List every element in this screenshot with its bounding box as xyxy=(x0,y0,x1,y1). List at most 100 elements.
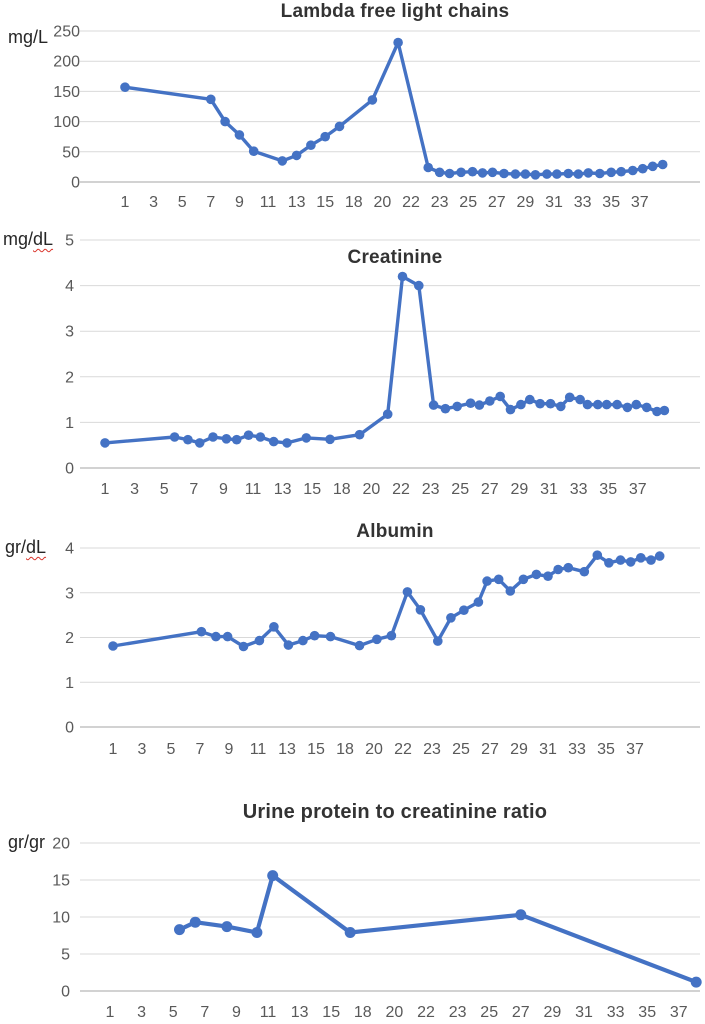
data-point xyxy=(428,400,439,410)
x-tick-label: 27 xyxy=(481,481,499,498)
data-point xyxy=(582,399,593,410)
data-point xyxy=(615,555,626,565)
y-tick-label: 2 xyxy=(65,630,74,647)
data-point xyxy=(344,927,356,938)
y-axis-unit-mg-per-l: mg/L xyxy=(8,27,48,48)
x-tick-label: 20 xyxy=(363,481,381,498)
data-point xyxy=(543,571,553,581)
x-tick-label: 31 xyxy=(540,481,558,498)
data-point xyxy=(592,550,603,560)
x-tick-label: 29 xyxy=(517,194,535,211)
data-point xyxy=(402,587,413,597)
y-axis-unit-gr-per-dl: gr/dL xyxy=(5,537,46,558)
x-tick-label: 27 xyxy=(481,741,499,758)
data-point xyxy=(446,613,456,623)
x-tick-label: 9 xyxy=(232,1004,241,1021)
y-tick-label: 1 xyxy=(65,415,74,432)
data-point xyxy=(579,566,590,577)
data-point xyxy=(423,162,434,173)
data-point xyxy=(647,161,658,172)
data-point xyxy=(277,156,288,166)
data-point xyxy=(459,605,469,615)
data-point xyxy=(433,636,443,646)
data-point xyxy=(515,909,527,921)
unit-squiggle-text: dL xyxy=(26,537,47,557)
data-point xyxy=(440,403,451,414)
data-point xyxy=(334,121,345,132)
data-point xyxy=(444,168,455,179)
data-point xyxy=(573,169,584,179)
y-axis-unit-mg-per-dl: mg/dL xyxy=(3,229,53,250)
data-point xyxy=(505,404,516,415)
data-point xyxy=(535,398,545,409)
data-point xyxy=(654,551,665,561)
x-tick-label: 13 xyxy=(288,194,306,211)
data-point xyxy=(473,597,484,607)
data-point xyxy=(231,434,242,445)
data-point xyxy=(652,406,662,417)
x-tick-label: 31 xyxy=(545,194,563,211)
x-tick-label: 1 xyxy=(106,1004,115,1021)
unit-text: gr/ xyxy=(5,537,27,557)
y-tick-label: 50 xyxy=(62,144,80,161)
x-tick-label: 22 xyxy=(417,1004,435,1021)
x-tick-label: 3 xyxy=(130,481,139,498)
data-point xyxy=(510,169,521,179)
y-tick-label: 3 xyxy=(65,585,74,602)
x-tick-label: 27 xyxy=(512,1004,530,1021)
data-point xyxy=(183,434,193,445)
data-point xyxy=(382,409,393,420)
x-tick-label: 13 xyxy=(274,481,292,498)
x-tick-label: 22 xyxy=(394,741,412,758)
data-point xyxy=(301,433,312,443)
x-tick-label: 5 xyxy=(167,741,176,758)
x-tick-label: 13 xyxy=(291,1004,309,1021)
data-point xyxy=(220,116,230,127)
data-point xyxy=(354,640,365,651)
data-point xyxy=(542,169,552,179)
y-tick-label: 3 xyxy=(65,324,74,341)
x-tick-label: 11 xyxy=(260,194,277,211)
y-axis-unit-gr-per-gr: gr/gr xyxy=(8,832,45,853)
x-tick-label: 15 xyxy=(316,194,334,211)
x-tick-label: 5 xyxy=(169,1004,178,1021)
unit-text: mg/L xyxy=(8,27,49,47)
x-tick-label: 29 xyxy=(511,481,529,498)
data-point xyxy=(194,438,205,448)
data-point xyxy=(525,394,535,405)
data-point xyxy=(415,605,426,615)
data-point xyxy=(485,396,495,406)
data-point xyxy=(604,558,614,568)
unit-text: mg/ xyxy=(3,229,34,249)
x-tick-label: 20 xyxy=(386,1004,404,1021)
data-point xyxy=(520,169,531,179)
data-point xyxy=(174,924,185,936)
data-point xyxy=(108,641,118,651)
data-point xyxy=(452,401,463,412)
y-tick-label: 4 xyxy=(65,541,74,558)
data-point xyxy=(474,400,485,410)
x-tick-label: 20 xyxy=(374,194,392,211)
data-point xyxy=(298,635,308,646)
y-tick-label: 20 xyxy=(52,836,70,853)
data-point xyxy=(325,631,336,642)
x-tick-label: 33 xyxy=(607,1004,625,1021)
y-tick-label: 2 xyxy=(65,369,74,386)
data-point xyxy=(552,169,562,179)
data-point xyxy=(267,870,279,882)
data-point xyxy=(465,398,476,409)
data-point xyxy=(367,95,378,105)
x-tick-label: 31 xyxy=(539,741,557,758)
data-point xyxy=(234,130,245,140)
x-tick-label: 15 xyxy=(303,481,321,498)
chart-title-urine-protein-creatinine-ratio: Urine protein to creatinine ratio xyxy=(242,801,548,823)
data-point xyxy=(616,166,626,177)
x-tick-label: 18 xyxy=(354,1004,372,1021)
data-point xyxy=(206,94,216,105)
data-point xyxy=(372,634,382,645)
data-point xyxy=(222,631,233,642)
y-tick-label: 15 xyxy=(52,873,70,890)
x-tick-label: 13 xyxy=(278,741,296,758)
